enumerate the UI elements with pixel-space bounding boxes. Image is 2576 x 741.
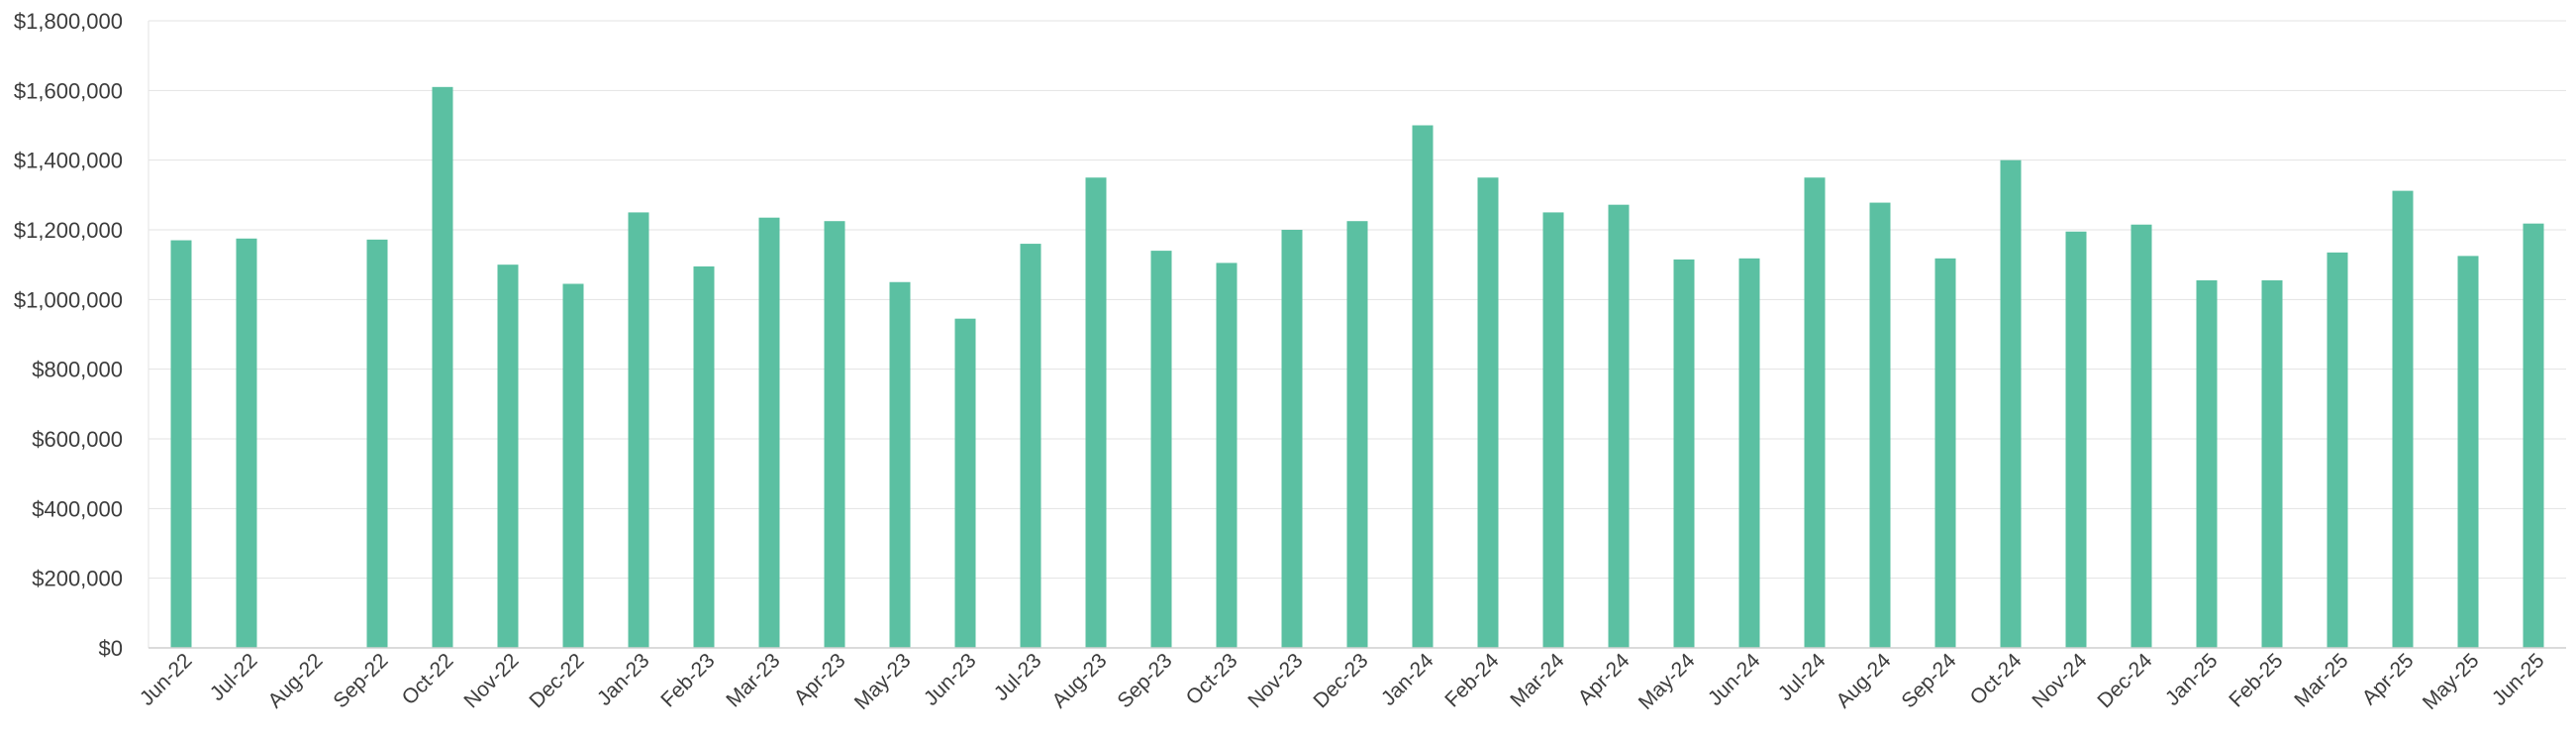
bar-jan-25 xyxy=(2196,279,2218,648)
x-tick-label: Nov-24 xyxy=(2028,649,2091,712)
bar-dec-24 xyxy=(2130,224,2152,648)
bar-oct-23 xyxy=(1216,263,1238,648)
bar-jun-22 xyxy=(170,240,192,649)
y-tick-label: $0 xyxy=(99,636,123,661)
bar-jun-25 xyxy=(2523,223,2544,649)
x-tick-label: May-24 xyxy=(1635,649,1700,714)
x-axis-tick-labels: Jun-22 Jul-22 Aug-22 Sep-22 Oct-22 Nov-22 Dec-… xyxy=(136,649,2549,714)
bar-may-25 xyxy=(2457,256,2479,648)
x-tick-label: Sep-22 xyxy=(329,649,392,712)
bar-nov-23 xyxy=(1281,230,1303,648)
bar-sep-22 xyxy=(366,239,388,648)
x-tick-label: Dec-22 xyxy=(525,649,588,712)
x-tick-label: Mar-24 xyxy=(1506,649,1569,712)
bar-feb-25 xyxy=(2261,279,2283,648)
x-tick-label: Feb-25 xyxy=(2225,649,2287,711)
y-tick-label: $800,000 xyxy=(32,358,123,382)
x-tick-label: Oct-23 xyxy=(1182,649,1242,709)
y-tick-label: $1,000,000 xyxy=(14,287,123,312)
y-tick-label: $1,200,000 xyxy=(14,218,123,243)
bar-feb-24 xyxy=(1477,177,1499,648)
x-tick-label: Aug-22 xyxy=(263,649,327,712)
x-tick-label: Feb-24 xyxy=(1440,649,1504,712)
x-tick-label: Jan-24 xyxy=(1377,649,1438,710)
x-tick-label: Dec-23 xyxy=(1309,649,1372,712)
x-tick-label: Jan-23 xyxy=(593,649,654,710)
x-tick-label: Jul-22 xyxy=(206,649,262,705)
x-tick-label: Nov-23 xyxy=(1243,649,1307,712)
x-tick-label: Jun-24 xyxy=(1704,649,1765,710)
bar-apr-24 xyxy=(1608,204,1630,648)
bar-aug-23 xyxy=(1085,177,1107,648)
bar-dec-22 xyxy=(562,283,584,648)
bar-jun-24 xyxy=(1738,258,1760,648)
bar-mar-24 xyxy=(1542,212,1564,648)
bar-nov-22 xyxy=(497,265,519,648)
bar-jul-22 xyxy=(236,238,257,648)
y-tick-label: $1,800,000 xyxy=(14,9,123,34)
bars xyxy=(170,86,2544,649)
y-tick-label: $200,000 xyxy=(32,567,123,591)
x-tick-label: Apr-25 xyxy=(2358,649,2419,709)
x-tick-label: Mar-25 xyxy=(2290,649,2352,711)
bar-jul-23 xyxy=(1020,244,1041,649)
x-tick-label: Sep-23 xyxy=(1113,649,1176,712)
x-tick-label: Apr-23 xyxy=(790,649,850,709)
x-tick-label: Aug-24 xyxy=(1832,649,1895,712)
bar-feb-23 xyxy=(693,265,715,648)
bar-nov-24 xyxy=(2065,231,2087,648)
x-tick-label: Jun-25 xyxy=(2488,649,2549,710)
x-tick-label: Jan-25 xyxy=(2161,649,2223,710)
bar-jan-23 xyxy=(628,212,649,648)
x-tick-label: Mar-23 xyxy=(722,649,784,711)
bar-jun-23 xyxy=(954,318,976,648)
y-tick-label: $600,000 xyxy=(32,427,123,452)
bar-aug-24 xyxy=(1869,202,1891,648)
x-tick-label: Oct-22 xyxy=(398,649,458,709)
bar-sep-23 xyxy=(1150,251,1172,648)
x-tick-label: Aug-23 xyxy=(1047,649,1111,712)
x-tick-label: Jun-23 xyxy=(920,649,981,710)
x-tick-label: Apr-24 xyxy=(1574,649,1635,709)
y-axis-tick-labels: $0 $200,000 $400,000 $600,000 $800,000 $1,000… xyxy=(14,9,123,661)
x-tick-label: May-23 xyxy=(850,649,916,714)
bar-sep-24 xyxy=(1934,258,1956,648)
bar-mar-25 xyxy=(2327,252,2348,648)
y-tick-label: $1,400,000 xyxy=(14,149,123,173)
x-tick-label: Sep-24 xyxy=(1897,649,1960,712)
x-tick-label: Feb-23 xyxy=(656,649,719,711)
x-tick-label: May-25 xyxy=(2419,649,2484,714)
bar-apr-25 xyxy=(2392,190,2414,648)
y-tick-label: $1,600,000 xyxy=(14,78,123,103)
bar-may-24 xyxy=(1673,259,1695,648)
bar-apr-23 xyxy=(824,221,845,649)
x-tick-label: Jul-24 xyxy=(1774,649,1831,705)
x-tick-label: Jul-23 xyxy=(990,649,1046,705)
bar-may-23 xyxy=(889,281,911,648)
x-tick-label: Nov-22 xyxy=(459,649,523,712)
y-tick-label: $400,000 xyxy=(32,496,123,521)
x-tick-label: Oct-24 xyxy=(1966,649,2027,709)
bar-mar-23 xyxy=(758,217,780,649)
x-tick-label: Dec-24 xyxy=(2093,649,2156,712)
bar-jul-24 xyxy=(1804,177,1826,648)
bar-jan-24 xyxy=(1412,125,1434,648)
x-tick-label: Jun-22 xyxy=(136,649,197,710)
bar-dec-23 xyxy=(1346,221,1368,649)
bar-oct-22 xyxy=(432,86,453,649)
bar-oct-24 xyxy=(2000,159,2022,648)
